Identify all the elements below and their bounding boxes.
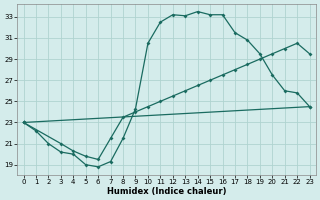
X-axis label: Humidex (Indice chaleur): Humidex (Indice chaleur)	[107, 187, 226, 196]
